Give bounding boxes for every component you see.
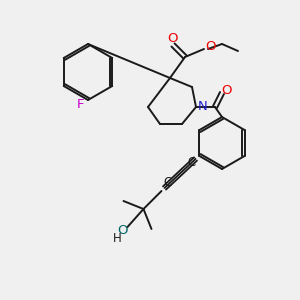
Text: O: O	[117, 224, 128, 238]
Text: C: C	[164, 176, 172, 188]
Text: F: F	[77, 98, 85, 112]
Text: C: C	[188, 155, 196, 169]
Text: O: O	[222, 85, 232, 98]
Text: O: O	[167, 32, 177, 46]
Text: O: O	[205, 40, 215, 52]
Text: N: N	[198, 100, 208, 113]
Text: H: H	[113, 232, 122, 245]
